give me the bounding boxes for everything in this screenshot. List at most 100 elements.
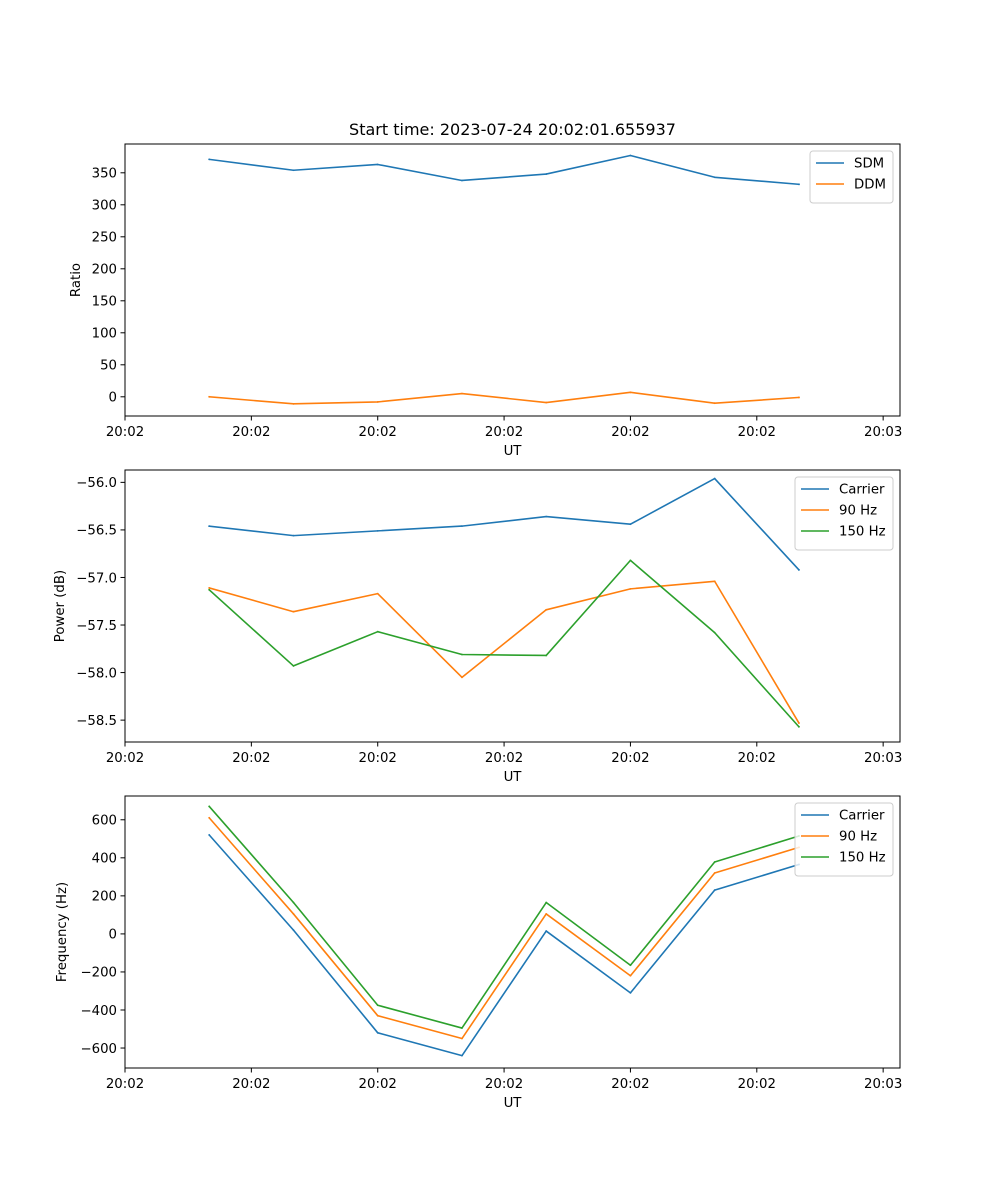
y-tick-label: 200 xyxy=(92,890,117,905)
y-tick-label: −600 xyxy=(80,1042,117,1057)
data-point-150-hz-1 xyxy=(208,588,211,591)
data-point-150-hz-1 xyxy=(208,805,211,808)
data-point-90-hz-1 xyxy=(208,587,211,589)
y-tick-label: −400 xyxy=(80,1004,117,1019)
data-point-carrier-6 xyxy=(629,991,632,994)
legend-label-90-hz: 90 Hz xyxy=(839,504,877,519)
x-tick-label: 20:02 xyxy=(232,425,270,440)
y-tick-label: 200 xyxy=(92,263,117,278)
y-tick-label: −56.0 xyxy=(76,476,117,491)
data-point-sdm-8 xyxy=(798,183,800,186)
data-point-150-hz-3 xyxy=(376,630,379,633)
x-tick-label: 20:03 xyxy=(864,1077,902,1092)
data-point-150-hz-6 xyxy=(629,964,632,967)
series-line-carrier xyxy=(208,477,801,571)
charts-root: 20:02 20:02 20:02 20:02 20:02 20:02 20:03 UT 0 50… xyxy=(53,143,902,1111)
data-point-carrier-1 xyxy=(208,834,211,836)
x-tick-label: 20:02 xyxy=(359,425,397,440)
y-tick-label: −57.0 xyxy=(76,571,117,586)
series-line-150-hz xyxy=(208,805,800,1029)
data-point-sdm-7 xyxy=(713,176,716,179)
data-point-carrier-4 xyxy=(461,1054,463,1057)
data-point-90-hz-2 xyxy=(292,913,295,915)
chart-title: Start time: 2023-07-24 20:02:01.655937 xyxy=(349,120,676,139)
data-point-carrier-7 xyxy=(713,889,716,892)
x-tick-label: 20:02 xyxy=(738,751,776,766)
axes-frame xyxy=(124,143,901,417)
data-point-carrier-6 xyxy=(629,523,632,526)
data-point-ddm-2 xyxy=(292,402,295,405)
data-point-ddm-8 xyxy=(798,396,800,399)
data-point-ddm-1 xyxy=(208,395,211,398)
y-tick-label: −200 xyxy=(80,966,117,981)
data-point-carrier-1 xyxy=(208,525,211,528)
series-line-sdm xyxy=(208,154,800,186)
data-point-150-hz-7 xyxy=(713,631,716,634)
data-point-150-hz-6 xyxy=(629,559,632,562)
legend-label-150-hz: 150 Hz xyxy=(839,525,886,540)
data-point-90-hz-3 xyxy=(376,592,379,595)
x-tick-label: 20:02 xyxy=(485,1077,523,1092)
x-tick-label: 20:02 xyxy=(106,425,144,440)
data-point-90-hz-4 xyxy=(461,1037,463,1040)
x-tick-label: 20:02 xyxy=(485,425,523,440)
data-point-90-hz-1 xyxy=(208,816,211,819)
y-tick-label: 250 xyxy=(92,231,117,246)
data-point-carrier-5 xyxy=(545,515,548,518)
y-axis-label: Power (dB) xyxy=(53,570,68,642)
subplot-2: 20:02 20:02 20:02 20:02 20:02 20:02 20:03 UT −58… xyxy=(53,469,902,785)
y-tick-label: 300 xyxy=(92,199,117,214)
legend-label-carrier: Carrier xyxy=(839,809,885,824)
data-point-90-hz-6 xyxy=(629,587,632,590)
x-tick-label: 20:02 xyxy=(611,751,649,766)
data-point-90-hz-4 xyxy=(461,676,463,679)
x-tick-label: 20:02 xyxy=(106,751,144,766)
y-tick-label: 400 xyxy=(92,852,117,867)
x-tick-label: 20:02 xyxy=(359,1077,397,1092)
axes-frame xyxy=(124,795,901,1069)
y-tick-label: 150 xyxy=(92,295,117,310)
legend-label-carrier: Carrier xyxy=(839,483,885,498)
data-point-150-hz-4 xyxy=(461,1027,463,1029)
series-line-ddm xyxy=(208,391,800,405)
x-tick-label: 20:02 xyxy=(106,1077,144,1092)
data-point-carrier-3 xyxy=(376,1031,379,1034)
y-tick-label: 50 xyxy=(100,359,117,374)
data-point-150-hz-5 xyxy=(545,901,548,904)
legend: Carrier 90 Hz 150 Hz xyxy=(794,476,894,551)
x-tick-label: 20:03 xyxy=(864,425,902,440)
y-tick-label: 0 xyxy=(109,928,117,943)
y-tick-label: 0 xyxy=(109,391,117,406)
x-tick-label: 20:02 xyxy=(611,425,649,440)
series-line-90-hz xyxy=(208,816,800,1040)
data-point-sdm-1 xyxy=(208,158,211,161)
data-point-150-hz-7 xyxy=(713,861,716,863)
data-point-sdm-6 xyxy=(629,154,632,157)
y-axis-label: Frequency (Hz) xyxy=(55,882,70,982)
data-point-sdm-4 xyxy=(461,179,463,182)
y-tick-label: −56.5 xyxy=(76,524,117,539)
data-point-90-hz-2 xyxy=(292,610,295,613)
data-point-90-hz-6 xyxy=(629,974,632,977)
x-tick-label: 20:02 xyxy=(611,1077,649,1092)
data-point-carrier-2 xyxy=(292,534,295,537)
x-tick-label: 20:03 xyxy=(864,751,902,766)
y-tick-label: −58.5 xyxy=(76,714,117,729)
data-point-150-hz-4 xyxy=(461,653,463,656)
data-point-90-hz-8 xyxy=(798,722,800,724)
data-point-150-hz-8 xyxy=(798,725,800,728)
data-point-90-hz-7 xyxy=(713,872,716,874)
data-point-sdm-2 xyxy=(292,169,295,172)
data-point-ddm-6 xyxy=(629,391,632,394)
data-point-90-hz-5 xyxy=(545,913,548,915)
series-line-90-hz xyxy=(208,580,801,725)
series-line-carrier xyxy=(208,833,800,1057)
y-tick-label: 350 xyxy=(92,167,117,182)
data-point-150-hz-3 xyxy=(376,1004,379,1007)
legend: Carrier 90 Hz 150 Hz xyxy=(794,802,894,877)
legend-label-90-hz: 90 Hz xyxy=(839,830,877,845)
data-point-carrier-3 xyxy=(376,529,379,532)
data-point-150-hz-5 xyxy=(545,654,548,657)
data-point-sdm-5 xyxy=(545,173,548,175)
